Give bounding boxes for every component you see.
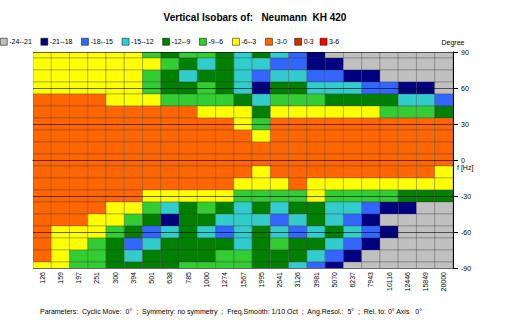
svg-text:300: 300	[112, 272, 119, 284]
svg-text:-60: -60	[461, 229, 471, 236]
svg-text:-12--9: -12--9	[172, 38, 191, 45]
svg-text:0: 0	[461, 157, 465, 164]
svg-text:Parameters: Cyclic Move: 0°: Parameters: Cyclic Move: 0° ; Symmetry: …	[40, 308, 422, 316]
svg-text:20000: 20000	[440, 272, 447, 292]
svg-text:1995: 1995	[258, 272, 265, 288]
svg-text:1000: 1000	[203, 272, 210, 288]
svg-text:Vertical Isobars of: Neumann: Vertical Isobars of: Neumann KH 420	[164, 12, 347, 23]
svg-text:-6--3: -6--3	[241, 38, 256, 45]
svg-text:-3-0: -3-0	[274, 38, 287, 45]
svg-text:-24--21: -24--21	[9, 38, 32, 45]
svg-text:126: 126	[39, 272, 46, 284]
svg-text:0-3: 0-3	[304, 38, 314, 45]
svg-text:197: 197	[75, 272, 82, 284]
svg-text:3981: 3981	[313, 272, 320, 288]
svg-text:6237: 6237	[349, 272, 356, 288]
svg-text:251: 251	[93, 272, 100, 284]
svg-text:-30: -30	[461, 193, 471, 200]
svg-text:-90: -90	[461, 265, 471, 272]
svg-text:90: 90	[461, 49, 469, 56]
svg-text:-21--18: -21--18	[50, 38, 73, 45]
svg-text:638: 638	[166, 272, 173, 284]
svg-text:15849: 15849	[422, 272, 429, 292]
svg-text:-9--6: -9--6	[208, 38, 223, 45]
svg-text:f [Hz]: f [Hz]	[457, 164, 473, 172]
svg-text:30: 30	[461, 121, 469, 128]
svg-text:-15--12: -15--12	[131, 38, 154, 45]
svg-text:3-6: 3-6	[329, 38, 339, 45]
svg-text:394: 394	[130, 272, 137, 284]
svg-text:7943: 7943	[367, 272, 374, 288]
svg-text:2541: 2541	[276, 272, 283, 288]
svg-text:60: 60	[461, 85, 469, 92]
svg-text:3126: 3126	[294, 272, 301, 288]
svg-text:5070: 5070	[331, 272, 338, 288]
svg-text:10116: 10116	[386, 272, 393, 291]
svg-text:159: 159	[57, 272, 64, 284]
svg-text:1274: 1274	[221, 272, 228, 288]
svg-text:-18--15: -18--15	[90, 38, 113, 45]
svg-text:1567: 1567	[240, 272, 247, 288]
svg-text:Degree: Degree	[442, 39, 465, 47]
svg-text:785: 785	[185, 272, 192, 284]
svg-text:12446: 12446	[404, 272, 411, 292]
svg-text:501: 501	[148, 272, 155, 284]
